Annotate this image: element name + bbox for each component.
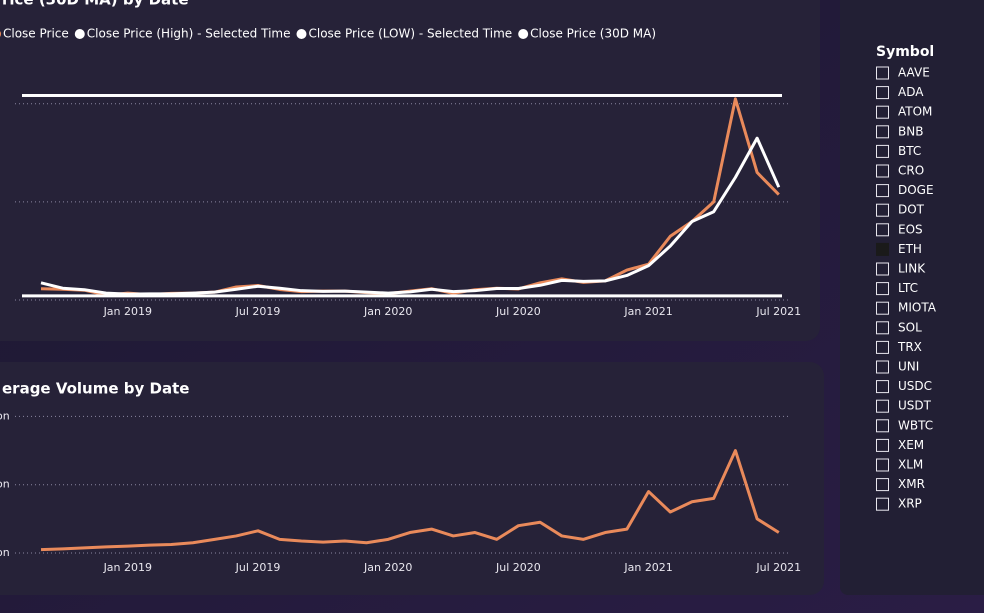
x-tick-label: Jan 2019	[103, 561, 152, 574]
checkbox[interactable]	[876, 164, 889, 178]
x-tick-label: Jan 2020	[363, 305, 412, 318]
checkbox[interactable]	[876, 282, 889, 296]
x-tick-label: Jul 2019	[235, 561, 281, 574]
legend-marker	[296, 29, 307, 39]
checkbox[interactable]	[876, 360, 889, 374]
panel	[0, 0, 820, 341]
x-tick-label: Jul 2019	[235, 305, 281, 318]
slicer-title: Symbol	[876, 44, 934, 60]
slicer-item[interactable]: BTC	[898, 144, 921, 158]
slicer-item[interactable]: LINK	[898, 262, 926, 276]
slicer-item[interactable]: XRP	[898, 497, 922, 511]
slicer-item[interactable]: UNI	[898, 360, 919, 374]
y-tick-label: on	[0, 546, 10, 559]
slicer-item[interactable]: ADA	[898, 85, 924, 99]
slicer-item[interactable]: ETH	[898, 242, 922, 256]
checkbox[interactable]	[876, 184, 889, 198]
checkbox[interactable]	[876, 340, 889, 354]
legend-label: Close Price (30D MA)	[530, 27, 656, 41]
legend-marker	[74, 29, 85, 39]
slicer-item[interactable]: ATOM	[898, 105, 932, 119]
panel	[0, 362, 824, 595]
checkbox[interactable]	[876, 262, 889, 276]
chart-title: erage Volume by Date	[2, 380, 189, 398]
series-line	[40, 136, 781, 296]
checkbox[interactable]	[876, 458, 889, 472]
checkbox[interactable]	[876, 242, 889, 256]
slicer-item[interactable]: EOS	[898, 222, 923, 236]
checkbox[interactable]	[876, 399, 889, 413]
x-tick-label: Jul 2021	[755, 305, 801, 318]
checkbox[interactable]	[876, 223, 889, 237]
x-tick-label: Jan 2021	[623, 305, 672, 318]
checkbox[interactable]	[876, 321, 889, 335]
slicer-item[interactable]: LTC	[898, 281, 918, 295]
legend-marker	[518, 29, 529, 39]
x-tick-label: Jan 2020	[363, 561, 412, 574]
x-tick-label: Jan 2019	[103, 305, 152, 318]
slicer-item[interactable]: CRO	[898, 164, 924, 178]
slicer-item[interactable]: BNB	[898, 124, 923, 138]
checkbox[interactable]	[876, 105, 889, 119]
slicer-item[interactable]: XLM	[898, 458, 923, 472]
series-line	[40, 449, 780, 552]
slicer-item[interactable]: DOT	[898, 203, 925, 217]
x-tick-label: Jul 2020	[495, 561, 541, 574]
slicer-item[interactable]: AAVE	[898, 66, 930, 80]
checkbox[interactable]	[876, 86, 889, 100]
slicer-item[interactable]: WBTC	[898, 418, 933, 432]
legend-label: Close Price (LOW) - Selected Time	[308, 27, 512, 41]
x-tick-label: Jul 2020	[495, 305, 541, 318]
checkbox[interactable]	[876, 301, 889, 315]
legend-marker	[0, 31, 1, 37]
checkbox[interactable]	[876, 203, 889, 217]
legend-label: Close Price (High) - Selected Time	[87, 27, 291, 41]
slicer-item[interactable]: USDT	[898, 399, 932, 413]
checkbox[interactable]	[876, 380, 889, 394]
x-tick-label: Jul 2021	[755, 561, 801, 574]
x-tick-label: Jan 2021	[623, 561, 672, 574]
checkbox[interactable]	[876, 478, 889, 492]
slicer-item[interactable]: SOL	[898, 320, 922, 334]
chart-title: rice (30D MA) by Date	[2, 0, 189, 9]
slicer-item[interactable]: TRX	[897, 340, 922, 354]
slicer-item[interactable]: DOGE	[898, 183, 934, 197]
slicer-item[interactable]: MIOTA	[898, 301, 937, 315]
checkbox[interactable]	[876, 125, 889, 139]
legend-label: Close Price	[3, 27, 69, 41]
checkbox[interactable]	[876, 419, 889, 433]
checkbox[interactable]	[876, 144, 889, 158]
checkbox[interactable]	[876, 66, 889, 80]
slicer-item[interactable]: XMR	[898, 477, 925, 491]
y-tick-label: on	[0, 478, 10, 491]
checkbox[interactable]	[876, 438, 889, 452]
slicer-item[interactable]: XEM	[898, 438, 924, 452]
checkbox[interactable]	[876, 497, 889, 511]
y-tick-label: on	[0, 409, 10, 422]
slicer-item[interactable]: USDC	[898, 379, 932, 393]
